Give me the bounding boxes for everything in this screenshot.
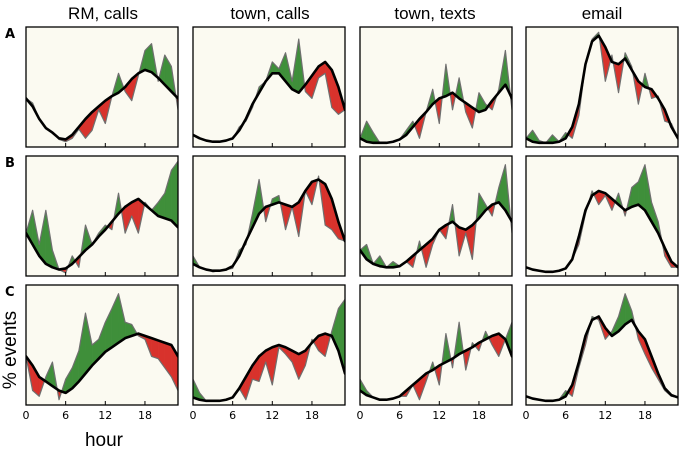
panel-c-rm-calls-mean-line [26,332,178,395]
panel-b-town-texts-background [360,156,512,276]
x-tick-label-email-12: 12 [598,409,612,422]
panel-c-town-texts-mean-line [360,332,512,402]
x-tick-label-town-calls-0: 0 [190,409,197,422]
column-titles: RM, calls town, calls town, texts email [68,4,622,23]
panel-c-town-calls-mean-line [193,332,345,403]
panel-a-town-texts-background [360,27,512,147]
x-tick-label-rm-calls-0: 0 [23,409,30,422]
panel-c-town-texts-plot-area [360,321,512,402]
panel-a-town-texts-plot-area [360,49,512,145]
panel-c-rm-calls-frame [25,284,179,406]
panel-b-rm-calls-diff-segment-above [171,160,178,228]
panel-b-rm-calls-individual-line [26,160,178,274]
panels [25,26,679,406]
panel-b-town-texts [359,155,513,277]
panel-b-rm-calls [25,155,179,277]
panel-b-town-calls-mean-line [193,178,345,273]
panel-b-town-calls-frame [192,155,346,277]
panel-c-town-calls-frame [192,284,346,406]
panel-b-rm-calls-frame [25,155,179,277]
x-tick-label-email-18: 18 [638,409,652,422]
panel-a-email-mean-line [526,34,678,145]
column-title-town-calls: town, calls [230,4,309,23]
panel-a-email-plot-area [526,31,678,145]
panel-a-town-calls-mean-line [193,60,345,144]
panel-b-email-frame [525,155,679,277]
column-title-email: email [582,4,623,23]
panel-b-rm-calls-mean-line [26,197,178,271]
panel-b-town-texts-individual-line [360,164,512,268]
panel-a-email-frame [525,26,679,148]
row-label-c: C [5,285,15,300]
row-label-b: B [5,156,15,171]
panel-a-town-texts-mean-line [360,83,512,145]
x-tick-label-email-6: 6 [562,409,569,422]
panel-c-rm-calls-individual-line [26,293,178,401]
panel-b-email [525,155,679,277]
panel-a-town-calls-plot-area [193,38,345,144]
x-tick-label-town-texts-18: 18 [472,409,486,422]
column-title-rm-calls: RM, calls [68,4,138,23]
row-labels: A B C [5,27,15,300]
panel-c-email-background [526,285,678,405]
panel-a-rm-calls [25,26,179,148]
x-tick-label-town-calls-6: 6 [229,409,236,422]
x-tick-label-town-texts-6: 6 [396,409,403,422]
panel-a-town-calls-frame [192,26,346,148]
row-label-a: A [5,27,15,42]
x-tick-label-email-0: 0 [523,409,530,422]
x-tick-label-rm-calls-6: 6 [62,409,69,422]
panel-b-town-calls [192,155,346,277]
panel-b-rm-calls-plot-area [26,160,178,274]
panel-b-town-texts-plot-area [360,164,512,269]
panel-c-town-texts [359,284,513,406]
panel-b-town-texts-mean-line [360,201,512,269]
x-tick-label-rm-calls-12: 12 [98,409,112,422]
panel-c-email-plot-area [526,293,678,403]
panel-a-town-texts [359,26,513,148]
panel-c-rm-calls [25,284,179,406]
panel-c-email-frame [525,284,679,406]
x-tick-label-town-texts-0: 0 [357,409,364,422]
panel-a-rm-calls-frame [25,26,179,148]
panel-b-email-mean-line [526,189,678,274]
panel-b-town-calls-background [193,156,345,276]
x-tick-label-town-calls-12: 12 [265,409,279,422]
panel-a-email-individual-line [526,31,678,144]
panel-c-email-mean-line [526,315,678,403]
panel-b-email-plot-area [526,164,678,274]
x-tick-label-town-calls-18: 18 [305,409,319,422]
x-axis-title: hour [85,430,124,450]
y-axis-title: % events [0,311,21,389]
panel-a-town-calls-background [193,27,345,147]
panel-c-town-calls [192,284,346,406]
panel-c-town-texts-frame [359,284,513,406]
panel-b-town-calls-plot-area [193,175,345,273]
panel-c-rm-calls-plot-area [26,293,178,401]
panel-a-rm-calls-plot-area [26,43,178,143]
panel-c-town-texts-background [360,285,512,405]
x-tick-labels: 0 6 12 18 0 6 12 18 0 6 12 18 0 6 12 18 [23,409,652,422]
panel-a-email [525,26,679,148]
panel-c-town-calls-plot-area [193,299,345,403]
panel-a-rm-calls-mean-line [26,68,178,141]
x-tick-label-town-texts-12: 12 [432,409,446,422]
x-tick-label-rm-calls-18: 18 [138,409,152,422]
panel-a-town-calls [192,26,346,148]
column-title-town-texts: town, texts [394,4,475,23]
panel-b-town-texts-frame [359,155,513,277]
panel-c-email [525,284,679,406]
panel-a-town-texts-frame [359,26,513,148]
